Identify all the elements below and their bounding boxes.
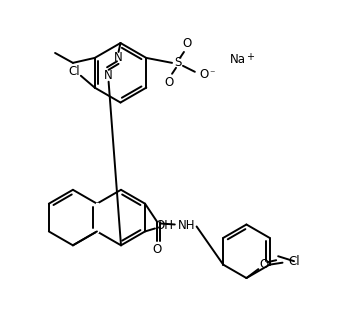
Text: S: S — [174, 56, 182, 70]
Text: OH: OH — [155, 219, 173, 232]
Text: Cl: Cl — [289, 255, 300, 268]
Text: O: O — [152, 243, 162, 256]
Text: O: O — [260, 258, 269, 271]
Text: NH: NH — [178, 219, 195, 232]
Text: O: O — [165, 76, 174, 89]
Text: N: N — [114, 51, 123, 65]
Text: ⁻: ⁻ — [210, 69, 215, 79]
Text: O: O — [182, 36, 192, 50]
Text: Na: Na — [229, 53, 246, 67]
Text: +: + — [246, 52, 255, 62]
Text: N: N — [104, 69, 113, 82]
Text: Cl: Cl — [68, 65, 80, 78]
Text: O: O — [199, 68, 208, 81]
